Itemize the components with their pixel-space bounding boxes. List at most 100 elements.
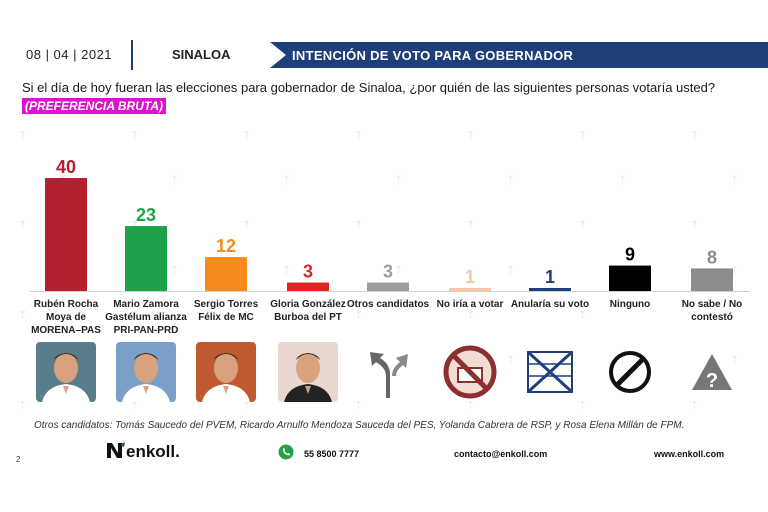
header: 08 | 04 | 2021 SINALOA INTENCIÓN DE VOTO… [0,38,768,72]
enkoll-logo: enkoll. [106,441,180,462]
preference-tag: (PREFERENCIA BRUTA) [22,98,166,114]
watermark-mark: ᛉ [244,400,250,410]
watermark-mark: ᛉ [620,355,626,365]
bar-value-label: 3 [383,262,393,282]
bar-value-label: 9 [625,245,635,265]
title-banner [270,42,768,68]
watermark-mark: ᛉ [732,265,738,275]
watermark-mark: ᛉ [620,175,626,185]
watermark-mark: ᛉ [508,265,514,275]
header-divider [131,40,133,70]
bar-value-label: 3 [303,262,313,282]
watermark-mark: ᛉ [580,220,586,230]
candidate-photo-zamora [116,342,176,402]
page-number: 2 [16,455,21,464]
logo-text: enkoll. [126,442,180,461]
bar-7 [529,288,571,291]
bar-4 [287,282,329,291]
watermark-mark: ᛉ [20,400,26,410]
watermark-mark: ᛉ [20,220,26,230]
watermark-mark: ᛉ [172,175,178,185]
other-candidates-note: Otros candidatos: Tomás Saucedo del PVEM… [34,420,685,431]
bar-value-label: 40 [56,157,76,177]
category-label: Anularía su voto [511,299,589,310]
candidate-photo-rocha [36,342,96,402]
watermark-mark: ᛉ [244,130,250,140]
watermark-mark: ᛉ [692,310,698,320]
watermark-mark: ᛉ [132,220,138,230]
watermark-mark: ᛉ [692,400,698,410]
candidate-photo-torres [196,342,256,402]
bar-1 [45,178,87,291]
report-date: 08 | 04 | 2021 [26,47,113,62]
watermark-mark: ᛉ [692,220,698,230]
category-label: Gastélum alianza [105,312,187,323]
question-warning-icon: ? [682,342,742,402]
bar-3 [205,257,247,291]
bar-5 [367,282,409,291]
watermark-mark: ᛉ [580,310,586,320]
enkoll-logo-icon [107,442,125,458]
vote-intention-chart: 40 Rubén Rocha Moya de MORENA–PAS 23 Mario Za… [30,157,750,335]
bar-8 [609,265,651,291]
watermark-mark: ᛉ [356,400,362,410]
category-label: Burboa del PT [274,312,342,323]
bar-value-label: 1 [545,267,555,287]
crossed-ballot-icon [520,342,580,402]
watermark-mark: ᛉ [692,130,698,140]
survey-question: Si el día de hoy fueran las elecciones p… [22,80,716,95]
website-link[interactable]: www.enkoll.com [654,449,725,459]
category-label: MORENA–PAS [31,325,101,335]
watermark-mark: ᛉ [172,265,178,275]
category-label: Otros candidatos [347,299,430,310]
svg-text:?: ? [706,370,718,392]
bar-value-label: 1 [465,267,475,287]
phone-number: 55 8500 7777 [304,449,360,459]
watermark-mark: ᛉ [508,175,514,185]
watermark-mark: ᛉ [468,400,474,410]
split-arrows-icon [358,342,418,402]
watermark-mark: ᛉ [356,310,362,320]
watermark-mark: ᛉ [580,130,586,140]
watermark-mark: ᛉ [20,130,26,140]
watermark-mark: ᛉ [396,265,402,275]
bar-2 [125,226,167,291]
watermark-mark: ᛉ [580,400,586,410]
bar-value-label: 23 [136,205,156,225]
category-label: contestó [691,312,733,323]
watermark-mark: ᛉ [468,130,474,140]
watermark-mark: ᛉ [244,220,250,230]
bar-6 [449,288,491,291]
watermark-mark: ᛉ [284,265,290,275]
category-label: No iría a votar [437,299,504,310]
category-label: Félix de MC [198,312,254,323]
watermark-mark: ᛉ [508,355,514,365]
bar-9 [691,268,733,291]
region-label: SINALOA [172,47,231,62]
bar-value-label: 12 [216,236,236,256]
watermark-mark: ᛉ [396,175,402,185]
whatsapp-icon [278,444,294,460]
prohibited-icon [600,342,660,402]
watermark-mark: ᛉ [468,220,474,230]
category-label: Mario Zamora [113,299,179,310]
banner-title: INTENCIÓN DE VOTO PARA GOBERNADOR [292,48,574,63]
candidate-photo-gonzalez [278,342,338,402]
category-label: Rubén Rocha [34,299,99,310]
category-label: Gloria González [270,299,346,310]
bar-value-label: 8 [707,247,717,267]
category-label: No sabe / No [682,299,743,310]
category-label: Ninguno [610,299,651,310]
category-label: Sergio Torres [194,299,259,310]
watermark-mark: ᛉ [732,175,738,185]
no-vote-icon [440,342,500,402]
candidate-icons-row: ? [0,340,768,404]
watermark-mark: ᛉ [132,400,138,410]
category-label: Moya de [46,312,86,323]
watermark-mark: ᛉ [356,220,362,230]
watermark-mark: ᛉ [132,130,138,140]
watermark-mark: ᛉ [468,310,474,320]
contact-email[interactable]: contacto@enkoll.com [454,449,548,459]
watermark-mark: ᛉ [132,310,138,320]
category-label: PRI-PAN-PRD [114,325,179,335]
